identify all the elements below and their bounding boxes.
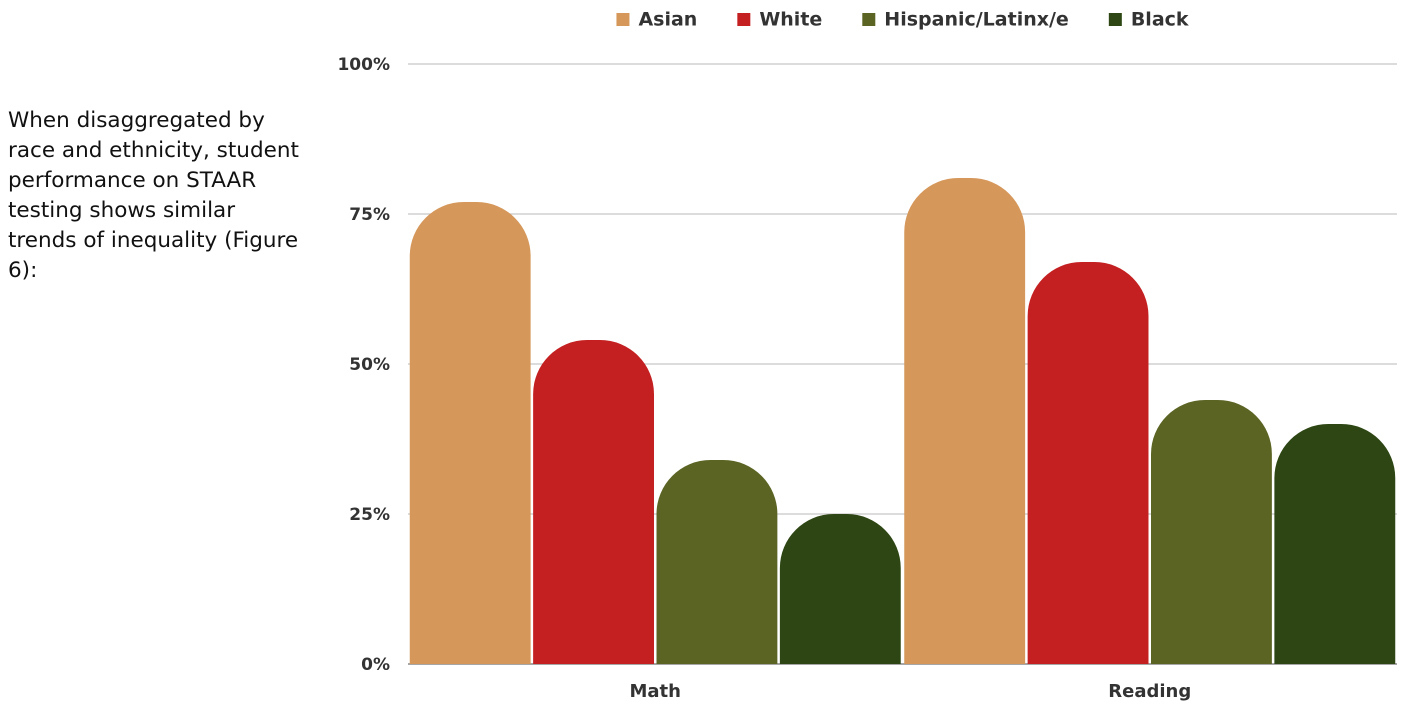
- y-tick-label: 100%: [337, 55, 390, 75]
- x-tick-label: Math: [630, 681, 681, 702]
- legend-swatch: [616, 13, 630, 26]
- y-tick-label: 50%: [349, 355, 390, 375]
- y-axis: 0% 25% 50% 75% 100%: [337, 55, 390, 675]
- bar-hispanic-latinx-e-math: [656, 460, 778, 664]
- legend-item: White: [737, 9, 822, 31]
- y-tick-label: 0%: [361, 655, 390, 675]
- legend-label: Hispanic/Latinx/e: [884, 9, 1069, 31]
- bar-white-reading: [1027, 262, 1149, 664]
- y-tick-label: 75%: [349, 205, 390, 225]
- legend-item: Asian: [616, 9, 697, 31]
- chart-legend: Asian White Hispanic/Latinx/e Black: [616, 9, 1189, 31]
- x-tick-label: Reading: [1108, 681, 1191, 702]
- bar-white-math: [533, 340, 654, 664]
- legend-label: White: [759, 9, 822, 31]
- legend-swatch: [862, 13, 876, 26]
- bar-hispanic-latinx-e-reading: [1151, 400, 1272, 664]
- x-axis: Math Reading: [630, 681, 1192, 702]
- legend-item: Black: [1108, 9, 1189, 31]
- legend-label: Black: [1131, 9, 1189, 31]
- bar-black-reading: [1274, 424, 1396, 664]
- legend-item: Hispanic/Latinx/e: [862, 9, 1069, 31]
- intro-paragraph: When disaggregated by race and ethnicity…: [8, 108, 299, 283]
- bar-asian-reading: [904, 178, 1026, 664]
- legend-label: Asian: [638, 9, 697, 31]
- chart-bars: [409, 178, 1396, 664]
- bar-black-math: [779, 514, 901, 664]
- legend-swatch: [737, 13, 751, 26]
- y-tick-label: 25%: [349, 505, 390, 525]
- bar-asian-math: [409, 202, 531, 664]
- legend-swatch: [1108, 13, 1122, 26]
